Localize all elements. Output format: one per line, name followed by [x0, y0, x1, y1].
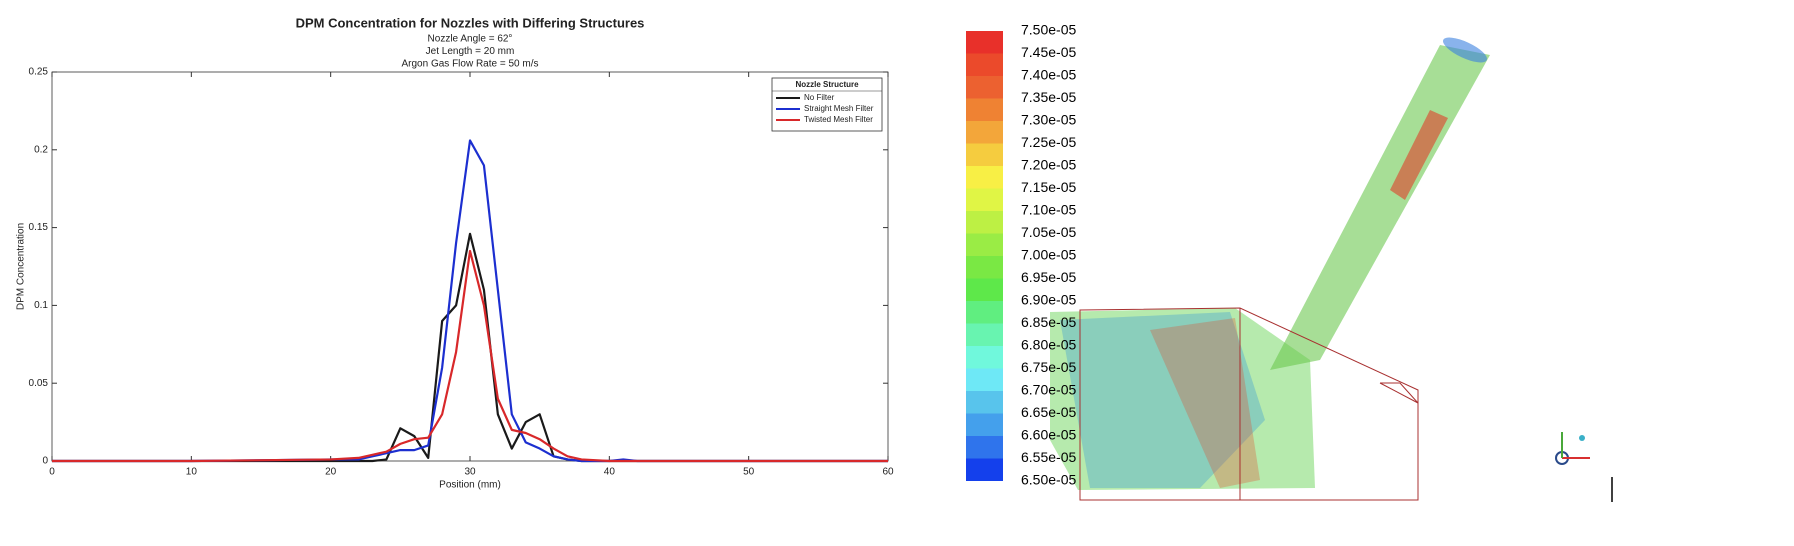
particle-render — [1050, 37, 1613, 502]
colorbar-label: 7.20e-05 — [1021, 157, 1076, 173]
colorbar-block — [966, 301, 1003, 324]
colorbar-block — [966, 413, 1003, 436]
chart-subtitle: Nozzle Angle = 62° — [428, 34, 513, 45]
colorbar-block — [966, 98, 1003, 121]
colorbar-block — [966, 458, 1003, 481]
x-axis-label: Position (mm) — [439, 480, 501, 491]
colorbar-label: 6.70e-05 — [1021, 382, 1076, 398]
legend-label: Twisted Mesh Filter — [804, 115, 873, 124]
colorbar-label: 6.55e-05 — [1021, 449, 1076, 465]
colorbar-block — [966, 53, 1003, 76]
colorbar-block — [966, 323, 1003, 346]
colorbar-block — [966, 211, 1003, 234]
colorbar-label: 6.50e-05 — [1021, 472, 1076, 488]
colorbar-block — [966, 256, 1003, 279]
colorbar-label: 7.10e-05 — [1021, 202, 1076, 218]
series-line — [52, 139, 888, 463]
y-axis-label: DPM Concentration — [16, 223, 27, 310]
colorbar-label: 6.90e-05 — [1021, 292, 1076, 308]
colorbar-label: 6.75e-05 — [1021, 359, 1076, 375]
colorbar-label: 7.05e-05 — [1021, 224, 1076, 240]
colorbar-label: 7.00e-05 — [1021, 247, 1076, 263]
colorbar-block — [966, 346, 1003, 369]
y-tick-label: 0.1 — [34, 300, 48, 311]
colorbar-label: 7.25e-05 — [1021, 134, 1076, 150]
x-tick-label: 10 — [186, 467, 198, 478]
colorbar-block — [966, 31, 1003, 54]
y-tick-label: 0.2 — [34, 144, 48, 155]
y-tick-label: 0 — [42, 456, 48, 467]
colorbar-label: 7.50e-05 — [1021, 22, 1076, 38]
colorbar-label: 6.95e-05 — [1021, 269, 1076, 285]
colorbar-label: 7.15e-05 — [1021, 179, 1076, 195]
colorbar-block — [966, 121, 1003, 144]
colorbar-block — [966, 233, 1003, 256]
y-tick-label: 0.25 — [29, 67, 49, 78]
plot-area — [51, 71, 889, 462]
series-line — [52, 249, 888, 463]
colorbar-block — [966, 368, 1003, 391]
colorbar-block — [966, 391, 1003, 414]
x-tick-label: 30 — [464, 467, 476, 478]
chart-subtitle: Jet Length = 20 mm — [426, 46, 515, 57]
x-tick-label: 60 — [882, 467, 894, 478]
colorbar-label: 6.60e-05 — [1021, 427, 1076, 443]
colorbar-label: 7.35e-05 — [1021, 89, 1076, 105]
legend-label: Straight Mesh Filter — [804, 104, 874, 113]
x-tick-label: 0 — [49, 467, 55, 478]
x-tick-label: 20 — [325, 467, 337, 478]
y-tick-label: 0.05 — [29, 378, 49, 389]
legend-label: No Filter — [804, 93, 835, 102]
colorbar-block — [966, 166, 1003, 189]
legend-box — [771, 77, 883, 132]
chart-title: DPM Concentration for Nozzles with Diffe… — [296, 15, 645, 30]
chart-subtitle: Argon Gas Flow Rate = 50 m/s — [401, 59, 538, 70]
x-tick-label: 50 — [743, 467, 755, 478]
colorbar-label: 6.80e-05 — [1021, 337, 1076, 353]
colorbar-block — [966, 278, 1003, 301]
colorbar-block — [966, 436, 1003, 459]
x-tick-label: 40 — [604, 467, 616, 478]
colorbar-block — [966, 76, 1003, 99]
series-line — [52, 232, 888, 463]
colorbar-label: 6.65e-05 — [1021, 404, 1076, 420]
y-tick-label: 0.15 — [29, 222, 49, 233]
colorbar-label: 6.85e-05 — [1021, 314, 1076, 330]
colorbar-label: 7.45e-05 — [1021, 44, 1076, 60]
colorbar-block — [966, 143, 1003, 166]
colorbar-label: 7.40e-05 — [1021, 67, 1076, 83]
colorbar-block — [966, 188, 1003, 211]
legend-title: Nozzle Structure — [795, 80, 859, 89]
colorbar-label: 7.30e-05 — [1021, 112, 1076, 128]
